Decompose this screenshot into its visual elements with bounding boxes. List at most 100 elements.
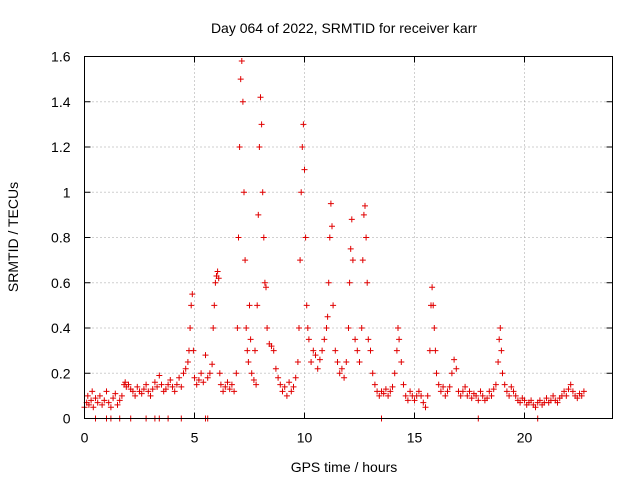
y-tick-label: 0.8: [51, 230, 71, 246]
data-point: [226, 386, 233, 393]
data-point: [475, 397, 482, 404]
tick-labels: 0 5 10 15 20 0 0.2 0.4 0.6 0.8 1 1.2 1.4 1.6: [51, 49, 532, 446]
data-point: [316, 356, 323, 363]
data-point: [382, 386, 389, 393]
data-point: [103, 388, 110, 395]
data-point: [473, 392, 480, 399]
data-point: [402, 392, 409, 399]
data-point: [364, 279, 371, 286]
data-point: [255, 211, 262, 218]
data-point: [245, 358, 252, 365]
data-point: [466, 388, 473, 395]
data-point: [393, 347, 400, 354]
data-point: [363, 234, 370, 241]
data-point: [89, 388, 96, 395]
data-point: [422, 404, 429, 411]
data-point: [259, 189, 266, 196]
data-point: [140, 386, 147, 393]
data-point: [198, 370, 205, 377]
data-point: [122, 379, 129, 386]
axis-ticks: [84, 56, 613, 419]
data-point: [116, 397, 123, 404]
x-tick-label: 0: [81, 430, 89, 446]
data-point: [486, 388, 493, 395]
data-point: [114, 401, 121, 408]
data-point: [169, 383, 176, 390]
data-point: [462, 383, 469, 390]
data-point: [247, 336, 254, 343]
data-point: [180, 370, 187, 377]
data-point: [446, 383, 453, 390]
data-point: [338, 365, 345, 372]
data-point: [528, 397, 535, 404]
data-point: [415, 388, 422, 395]
data-point: [246, 302, 253, 309]
data-point: [498, 347, 505, 354]
data-point: [149, 386, 156, 393]
data-point: [256, 144, 263, 150]
data-point: [432, 347, 439, 354]
data-point: [193, 381, 200, 388]
data-point: [260, 234, 267, 241]
data-point: [105, 399, 112, 406]
data-point: [326, 234, 333, 241]
data-point: [404, 397, 411, 404]
data-point: [453, 365, 460, 372]
x-tick-label: 15: [407, 430, 423, 446]
data-point: [204, 374, 211, 381]
data-point: [167, 377, 174, 384]
data-point: [444, 388, 451, 395]
data-point: [195, 377, 202, 384]
data-point: [138, 390, 145, 397]
data-point: [147, 392, 154, 399]
data-point: [212, 279, 219, 286]
data-point: [250, 377, 257, 384]
data-point: [580, 388, 587, 395]
data-point: [253, 381, 260, 388]
x-axis-label: GPS time / hours: [291, 459, 398, 475]
data-point: [330, 302, 337, 309]
data-point: [154, 383, 161, 390]
data-point: [129, 388, 136, 395]
data-point: [484, 395, 491, 402]
data-point: [501, 381, 508, 388]
data-point: [268, 343, 275, 350]
data-point: [440, 383, 447, 390]
data-point: [398, 358, 405, 365]
data-point: [112, 390, 119, 397]
data-point: [299, 144, 306, 150]
data-point: [292, 374, 299, 381]
y-tick-label: 1.6: [51, 49, 71, 65]
grid: [84, 56, 613, 419]
data-point: [407, 388, 414, 395]
data-point: [569, 388, 576, 395]
data-point: [349, 257, 356, 264]
data-point: [210, 325, 217, 331]
data-point: [308, 358, 315, 365]
data-point: [101, 397, 108, 404]
data-point: [178, 383, 185, 390]
data-point: [352, 336, 359, 343]
data-point: [151, 379, 158, 386]
data-point: [495, 358, 502, 365]
data-point: [358, 325, 365, 331]
data-point: [215, 275, 222, 282]
data-point: [248, 370, 255, 377]
data-point: [387, 388, 394, 395]
data-point: [290, 383, 297, 390]
data-point: [345, 325, 352, 331]
data-point: [264, 325, 271, 331]
data-point: [110, 395, 117, 402]
data-point: [400, 381, 407, 388]
data-point: [354, 347, 361, 354]
data-point: [241, 189, 247, 196]
data-point: [420, 399, 427, 406]
data-point: [305, 336, 312, 343]
data-point: [222, 383, 229, 390]
data-point: [510, 388, 517, 395]
data-point: [451, 356, 458, 363]
data-point: [302, 234, 309, 241]
data-point: [224, 379, 231, 386]
data-point: [418, 392, 425, 399]
